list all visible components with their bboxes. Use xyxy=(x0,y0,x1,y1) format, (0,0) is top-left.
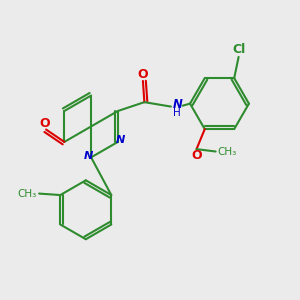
Text: N: N xyxy=(83,151,93,161)
Text: CH₃: CH₃ xyxy=(217,146,236,157)
Text: N: N xyxy=(172,98,182,111)
Text: Cl: Cl xyxy=(232,44,246,56)
Text: H: H xyxy=(173,108,181,118)
Text: O: O xyxy=(138,68,148,81)
Text: CH₃: CH₃ xyxy=(17,189,36,199)
Text: O: O xyxy=(39,117,50,130)
Text: N: N xyxy=(116,135,125,146)
Text: O: O xyxy=(191,149,202,162)
